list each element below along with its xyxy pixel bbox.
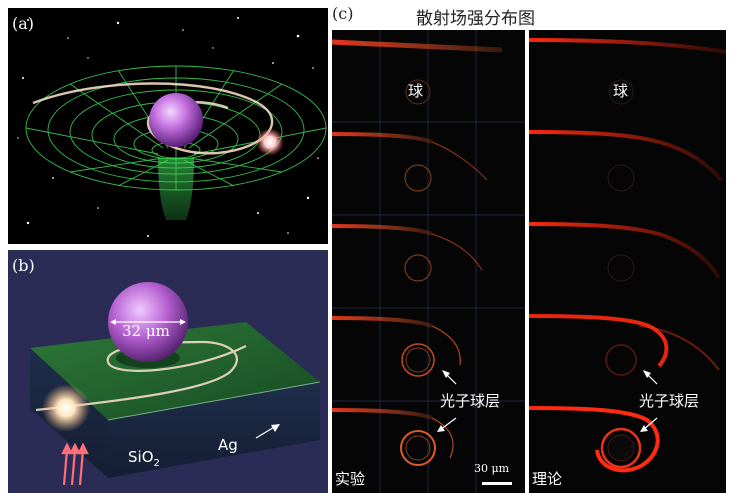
panel-b: (b) 32 μm SiO2 Ag [8, 250, 328, 493]
panel-b-illustration [30, 282, 321, 486]
experiment-label: 实验 [335, 470, 366, 488]
panel-a-label: (a) [12, 14, 35, 33]
panel-b-label: (b) [12, 256, 35, 275]
theory-maps [529, 38, 726, 473]
substrate-subscript: 2 [153, 458, 160, 469]
substrate-name: SiO [128, 448, 154, 466]
incident-arrows [61, 442, 89, 486]
metal-label: Ag [218, 436, 238, 454]
sphere-label-experiment: 球 [408, 82, 424, 100]
light-input [42, 384, 90, 432]
light-source [256, 128, 284, 156]
ag-surface [30, 322, 320, 420]
sphere [149, 93, 203, 147]
scale-bar-label: 30 μm [474, 462, 510, 475]
sphere-size-label: 32 μm [122, 322, 170, 340]
shell-label-theory: 光子球层 [639, 392, 700, 410]
shell-label-experiment: 光子球层 [440, 392, 501, 410]
theory-label: 理论 [532, 470, 563, 488]
theory-column: 球 光子球层 理论 [529, 30, 726, 493]
panel-a: (a) [8, 8, 328, 244]
experiment-column: 球 光子球层 实验 30 μm [332, 30, 525, 493]
panel-c-title: 散射场强分布图 [416, 9, 535, 29]
experiment-maps [332, 30, 525, 493]
panel-a-illustration [17, 17, 327, 237]
substrate-label: SiO2 [128, 448, 160, 469]
substrate-side-front [108, 382, 320, 478]
panel-c-label: (c) [332, 4, 354, 23]
sphere-label-theory: 球 [613, 82, 629, 100]
stars [17, 17, 319, 237]
